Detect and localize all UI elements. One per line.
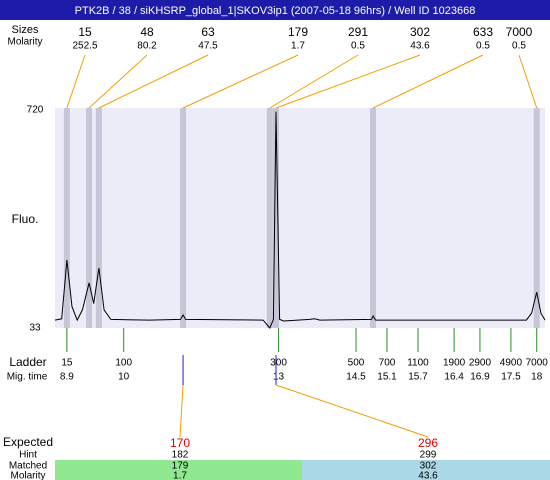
ladder-time: 18: [531, 372, 543, 383]
ladder-time: 15.1: [377, 372, 397, 383]
y-axis-label: Fluo.: [12, 212, 39, 226]
peak-size: 302: [410, 25, 430, 39]
peak-molarity: 0.5: [476, 41, 490, 52]
y-tick-label: 720: [27, 105, 44, 116]
peak-size: 179: [288, 25, 308, 39]
ladder-time: 16.9: [470, 372, 490, 383]
ladder-time: 14.5: [346, 372, 366, 383]
ladder-time: 8.9: [60, 372, 74, 383]
peak-leader: [66, 54, 86, 109]
peak-size: 63: [201, 25, 215, 39]
peak-molarity: 80.2: [137, 41, 157, 52]
peak-molarity: 47.5: [198, 41, 218, 52]
peak-leader: [269, 54, 359, 109]
matched-label: Matched: [9, 461, 47, 472]
ladder-time: 16.4: [444, 372, 464, 383]
peak-molarity: 43.6: [410, 41, 430, 52]
header-bar: [0, 0, 550, 20]
matched-value: 302: [420, 461, 437, 472]
peak-band: [86, 108, 93, 328]
hint-value: 299: [420, 450, 437, 461]
peak-molarity: 252.5: [72, 41, 97, 52]
peak-band: [266, 108, 273, 328]
sizes-label: Sizes: [12, 24, 39, 36]
molarity-label: Molarity: [7, 37, 42, 48]
molarity-value: 43.6: [418, 471, 438, 480]
ladder-size: 300: [270, 358, 287, 369]
plot-area: [55, 108, 545, 328]
peak-band: [63, 108, 70, 328]
peak-molarity: 0.5: [512, 41, 526, 52]
ladder-size: 500: [348, 358, 365, 369]
peak-leader: [182, 54, 299, 109]
matched-box-1: [55, 460, 302, 480]
expected-leader: [275, 384, 429, 438]
ladder-label: Ladder: [9, 355, 46, 369]
ladder-size: 4900: [500, 358, 523, 369]
mig-time-label: Mig. time: [7, 372, 48, 383]
trace: [54, 111, 546, 329]
peak-leader: [372, 54, 484, 109]
molarity-value: 1.7: [173, 471, 187, 480]
peak-band: [533, 108, 540, 328]
header-title: PTK2B / 38 / siKHSRP_global_1|SKOV3ip1 (…: [75, 5, 476, 17]
ladder-size: 15: [61, 358, 73, 369]
peak-size: 48: [140, 25, 154, 39]
peak-leader: [275, 54, 421, 109]
hint-value: 182: [172, 450, 189, 461]
expected-label: Expected: [3, 435, 53, 449]
ladder-size: 1100: [407, 358, 429, 369]
peak-band: [95, 108, 102, 328]
peak-band: [180, 108, 187, 328]
ladder-time: 10: [118, 372, 130, 383]
peak-molarity: 0.5: [351, 41, 365, 52]
matched-value: 179: [172, 461, 189, 472]
peak-band: [272, 108, 279, 328]
peak-size: 633: [473, 25, 493, 39]
hint-label: Hint: [19, 450, 37, 461]
ladder-time: 17.5: [501, 372, 521, 383]
ladder-size: 7000: [526, 358, 549, 369]
expected-value: 296: [418, 436, 438, 450]
peak-band: [370, 108, 377, 328]
peak-leader: [98, 54, 209, 109]
peak-size: 15: [78, 25, 92, 39]
molarity-row-label: Molarity: [10, 471, 45, 480]
ladder-size: 700: [379, 358, 396, 369]
ladder-size: 100: [115, 358, 132, 369]
ladder-size: 1900: [443, 358, 466, 369]
ladder-time: 13: [273, 372, 285, 383]
y-tick-label: 33: [29, 323, 41, 334]
expected-leader: [179, 384, 184, 438]
expected-value: 170: [170, 436, 190, 450]
peak-leader: [88, 54, 148, 109]
peak-size: 7000: [506, 25, 533, 39]
ladder-time: 15.7: [408, 372, 428, 383]
peak-leader: [518, 54, 538, 109]
peak-molarity: 1.7: [291, 41, 305, 52]
matched-box-2: [302, 460, 550, 480]
peak-size: 291: [348, 25, 368, 39]
ladder-size: 2900: [469, 358, 492, 369]
